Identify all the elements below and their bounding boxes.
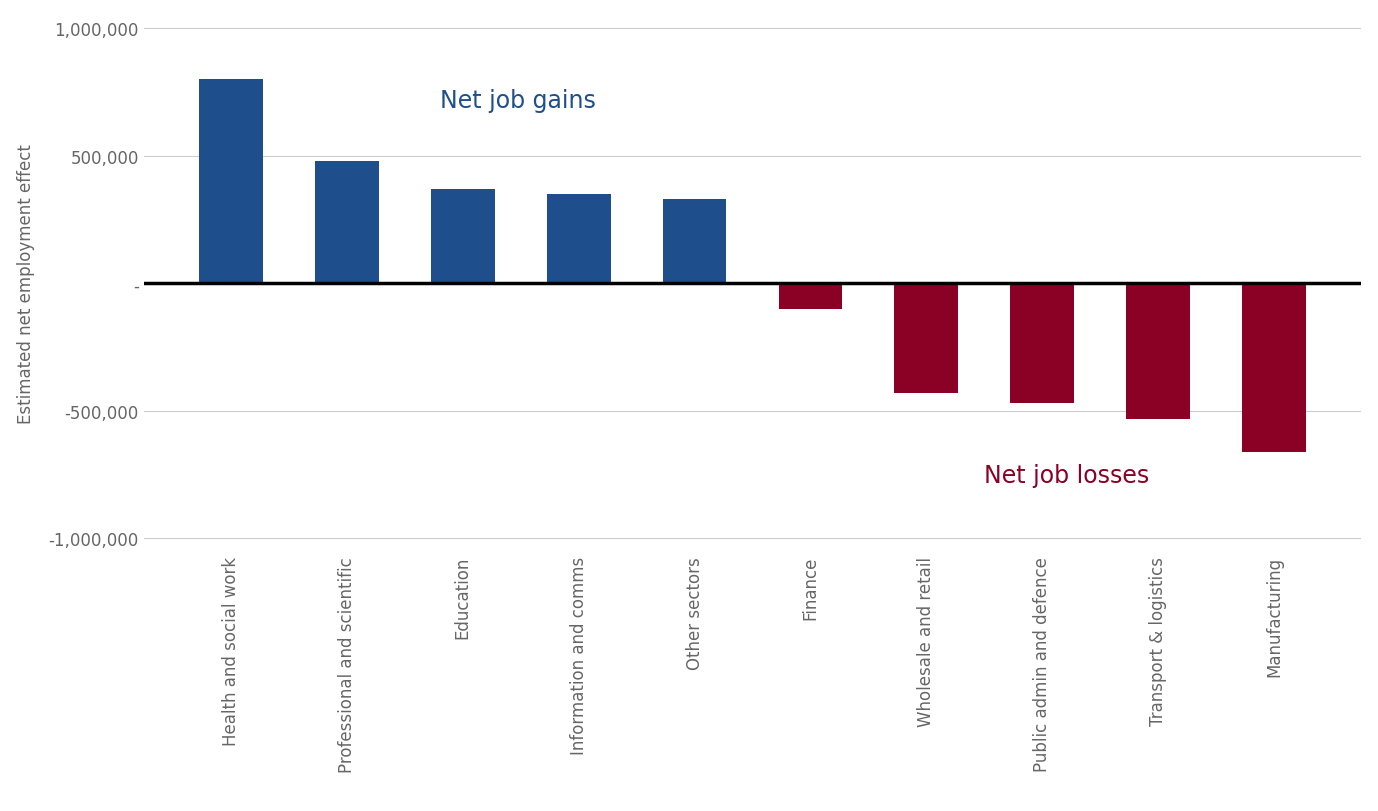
Bar xyxy=(547,195,610,284)
Text: Net job losses: Net job losses xyxy=(984,463,1149,487)
Bar xyxy=(1126,284,1191,419)
Bar xyxy=(431,190,495,284)
Y-axis label: Estimated net employment effect: Estimated net employment effect xyxy=(17,144,34,424)
Bar xyxy=(316,162,379,284)
Bar xyxy=(1242,284,1306,453)
Bar xyxy=(663,200,726,284)
Bar xyxy=(779,284,842,310)
Text: Net job gains: Net job gains xyxy=(440,88,595,113)
Bar xyxy=(198,80,263,284)
Bar xyxy=(894,284,958,393)
Bar xyxy=(1010,284,1075,404)
